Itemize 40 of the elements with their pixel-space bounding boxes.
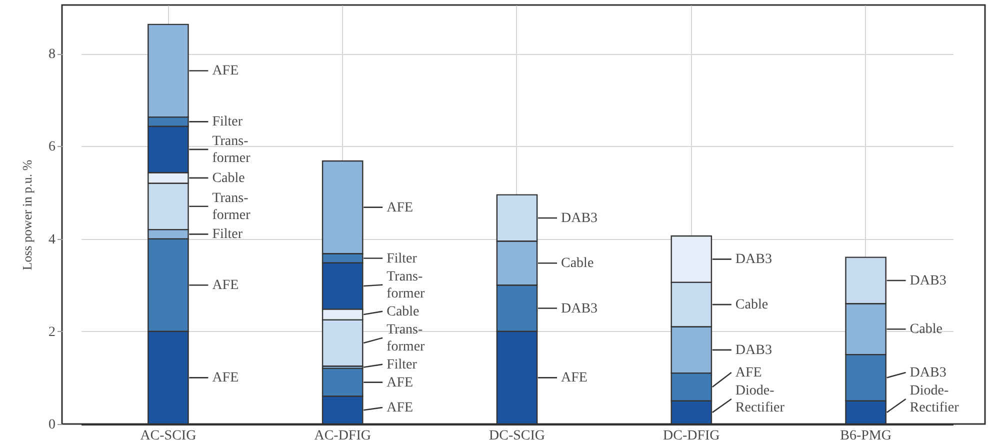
data-label: Diode- Rectifier [735, 384, 785, 416]
data-label: AFE [212, 64, 239, 79]
data-label: AFE [386, 400, 414, 416]
y-tick-label: 2 [48, 324, 56, 340]
y-tick-label: 0 [48, 418, 56, 432]
data-label: Cable [910, 322, 942, 338]
y-tick-label: 8 [48, 47, 56, 62]
data-label: AFE [735, 366, 762, 380]
data-label: DAB3 [735, 252, 772, 268]
data-label: Cable [735, 298, 768, 313]
data-label: Filter [386, 251, 418, 266]
x-tick-label: B6-PMG [840, 428, 892, 442]
x-tick-label: DC-SCIG [488, 428, 546, 442]
x-tick-label: DC-DFIG [663, 428, 720, 442]
data-label: AFE [386, 375, 414, 390]
data-label: AFE [212, 278, 239, 294]
data-label: AFE [212, 370, 239, 386]
data-label: Cable [386, 304, 420, 320]
y-tick-label: 6 [48, 140, 56, 155]
data-label: Cable [561, 256, 594, 272]
x-tick-label: AC-SCIG [140, 428, 196, 442]
data-label: Filter [212, 227, 243, 242]
data-label: DAB3 [561, 301, 598, 316]
data-label: AFE [386, 200, 414, 216]
data-label: AFE [561, 370, 588, 386]
data-label: Cable [212, 170, 245, 186]
y-axis-title: Loss power in p.u. % [20, 160, 34, 270]
y-tick-label: 4 [48, 232, 56, 248]
data-label: DAB3 [910, 366, 946, 380]
data-label: Trans- former [212, 134, 251, 166]
data-label: DAB3 [561, 210, 598, 226]
data-label: Trans- former [386, 269, 426, 302]
data-label: Diode- Rectifier [910, 384, 960, 416]
data-label: DAB3 [910, 273, 946, 288]
data-label: Filter [386, 357, 418, 372]
data-label: DAB3 [735, 342, 772, 358]
data-label: Trans- former [212, 190, 251, 223]
x-tick-label: AC-DFIG [314, 428, 371, 442]
data-label: Trans- former [386, 322, 426, 354]
data-label: Filter [212, 114, 243, 130]
